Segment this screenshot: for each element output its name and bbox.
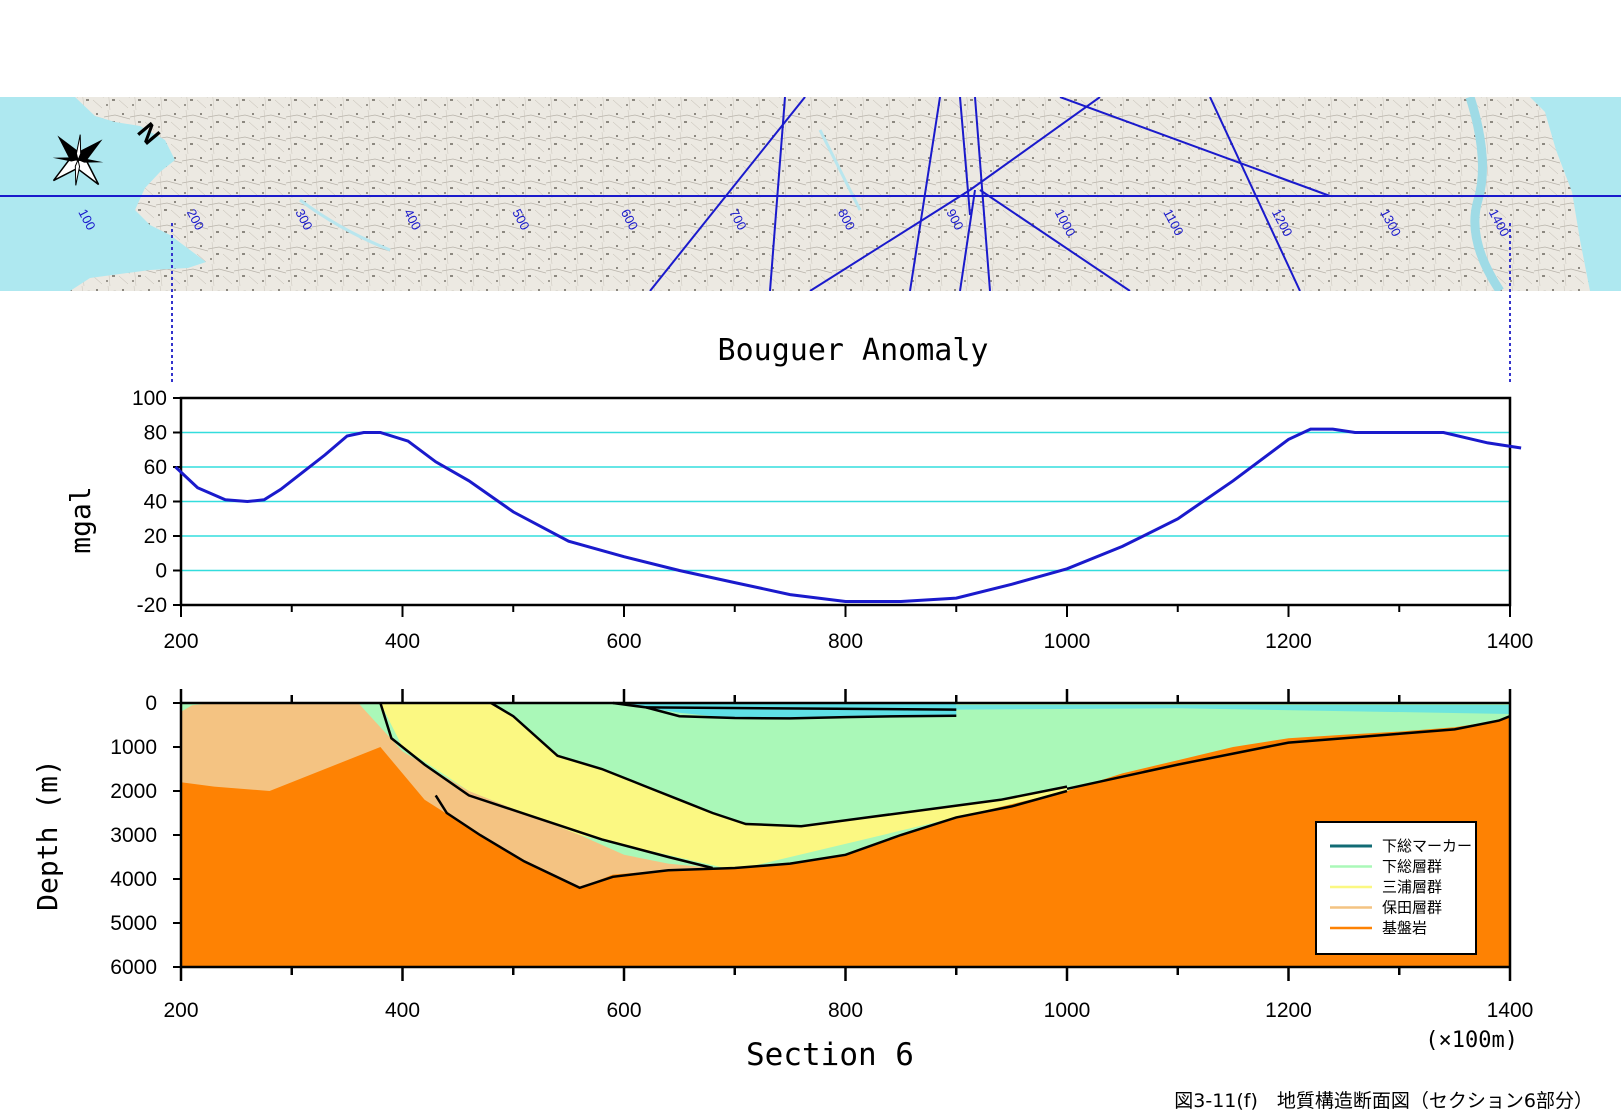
bouguer-y-axis-label: mgal: [64, 486, 97, 553]
bouguer-x-tick-label: 800: [828, 630, 863, 653]
section-line: [909, 97, 941, 291]
section-x-tick-label: 200: [163, 999, 198, 1022]
section-line: [769, 97, 786, 291]
layer-shimosa-marker: [956, 705, 1510, 714]
layer-basement: [181, 716, 1510, 967]
section-line: [969, 97, 1101, 191]
bouguer-x-tick-label: 1000: [1044, 630, 1091, 653]
boundary-basement-top: [1066, 715, 1511, 791]
bouguer-x-tick-label: 1400: [1487, 630, 1534, 653]
layer-miura-group: [380, 703, 1068, 871]
bouguer-y-tick-label: -20: [137, 594, 167, 617]
section-line: [1209, 97, 1301, 291]
bouguer-x-tick-label: 600: [606, 630, 641, 653]
section-x-tick-label: 1000: [1044, 999, 1091, 1022]
section-y-tick-label: 0: [145, 692, 157, 715]
figure-caption: 図3-11(f) 地質構造断面図（セクション6部分）: [1174, 1090, 1593, 1112]
section-line: [979, 189, 1131, 291]
legend-label: 保田層群: [1382, 899, 1442, 917]
section-y-tick-label: 6000: [110, 956, 157, 979]
section-y-tick-label: 1000: [110, 736, 157, 759]
bouguer-y-tick-label: 20: [144, 525, 167, 548]
section-line: [959, 189, 976, 291]
boundary-hota-miura: [379, 702, 713, 870]
section-x-tick-label: 1200: [1265, 999, 1312, 1022]
legend-label: 下総層群: [1382, 858, 1442, 876]
bouguer-y-tick-label: 80: [144, 422, 167, 445]
legend-label: 下総マーカー: [1382, 837, 1472, 855]
section-x-tick-label: 600: [606, 999, 641, 1022]
section-y-tick-label: 5000: [110, 912, 157, 935]
boundary-basement-top: [434, 789, 1068, 890]
section-x-tick-label: 400: [385, 999, 420, 1022]
section-line: [959, 97, 971, 216]
section-y-axis-label: Depth (m): [31, 759, 64, 911]
bouguer-y-tick-label: 40: [144, 491, 167, 514]
map-river: [818, 129, 862, 211]
bouguer-x-tick-label: 200: [163, 630, 198, 653]
bouguer-y-tick-label: 0: [155, 560, 167, 583]
section-y-tick-label: 4000: [110, 868, 157, 891]
section-line: [1059, 97, 1331, 197]
bouguer-y-tick-label: 60: [144, 456, 167, 479]
section-ticks: 0 1000 2000 3000 4000 5000 6000 200 400 600 800 100…: [110, 689, 1533, 1022]
boundary-miura-shimosa: [490, 701, 1068, 828]
section-lines: [0, 97, 1621, 291]
map-land: [70, 97, 1590, 291]
boundary-marker: [612, 701, 957, 720]
location-map: 100 200 300 400 500 600 700 800 900 1000 1100 1200 1…: [0, 97, 1621, 291]
layer-boundaries: [379, 701, 1511, 890]
north-arrow-icon: [52, 134, 104, 186]
bouguer-anomaly-line: [174, 427, 1522, 603]
section-x-axis-label: Section 6: [746, 1037, 914, 1073]
bouguer-y-tick-label: 100: [132, 387, 167, 410]
bouguer-x-tick-label: 1200: [1265, 630, 1312, 653]
geologic-section: [181, 703, 1510, 967]
bouguer-grid: [181, 431, 1510, 572]
bouguer-x-tick-label: 400: [385, 630, 420, 653]
section-line: [809, 189, 971, 291]
legend-label: 三浦層群: [1382, 878, 1442, 896]
section-x-tick-label: 800: [828, 999, 863, 1022]
legend-label: 基盤岩: [1382, 919, 1427, 937]
map-river: [299, 198, 391, 252]
section-y-tick-label: 3000: [110, 824, 157, 847]
section-y-tick-label: 2000: [110, 780, 157, 803]
map-river: [1465, 97, 1504, 291]
section-line: [974, 97, 991, 291]
boundary-marker: [646, 706, 957, 711]
section-line-tick-labels: 100 200 300 400 500 600 700 800 900 1000 1100 1200 1…: [75, 206, 1512, 239]
section-x-unit: (×100m): [1425, 1028, 1518, 1053]
section-x-tick-label: 1400: [1487, 999, 1534, 1022]
bouguer-chart-title: Bouguer Anomaly: [718, 333, 989, 368]
section-line: [649, 97, 806, 291]
